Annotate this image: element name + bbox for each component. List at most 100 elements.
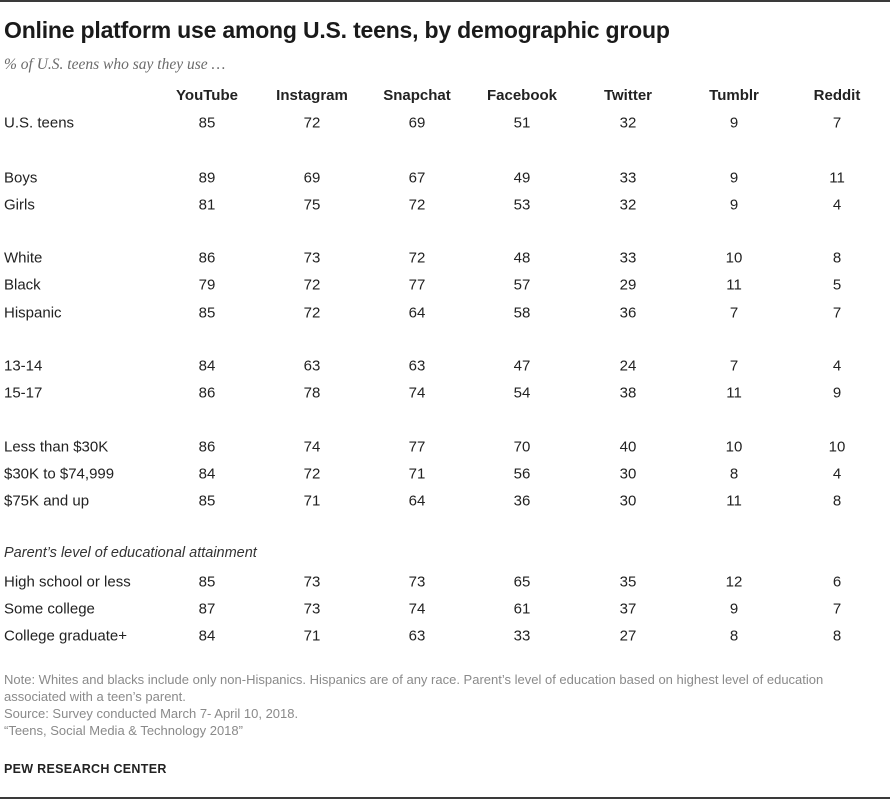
cell-black-snapchat: 77	[408, 276, 426, 294]
row-label-white: White	[4, 249, 43, 267]
cell-less-than-30k-twitter: 40	[619, 438, 637, 456]
cell-u-s-teens-twitter: 32	[619, 114, 637, 132]
cell-college-graduate-snapchat: 63	[408, 627, 426, 645]
cell-less-than-30k-tumblr: 10	[725, 438, 743, 456]
column-header-snapchat: Snapchat	[383, 87, 451, 104]
cell-75k-and-up-facebook: 36	[513, 492, 531, 510]
cell-white-youtube: 86	[198, 249, 216, 267]
cell-boys-facebook: 49	[513, 169, 531, 187]
cell-white-instagram: 73	[303, 249, 321, 267]
cell-girls-facebook: 53	[513, 196, 531, 214]
cell-u-s-teens-reddit: 7	[832, 114, 842, 132]
cell-high-school-or-less-facebook: 65	[513, 573, 531, 591]
source-text: Source: Survey conducted March 7- April …	[4, 706, 299, 721]
cell-white-twitter: 33	[619, 249, 637, 267]
cell-high-school-or-less-tumblr: 12	[725, 573, 743, 591]
cell-boys-youtube: 89	[198, 169, 216, 187]
cell-boys-tumblr: 9	[729, 169, 739, 187]
cell-some-college-facebook: 61	[513, 600, 531, 618]
column-header-facebook: Facebook	[486, 87, 558, 104]
cell-boys-instagram: 69	[303, 169, 321, 187]
cell-some-college-snapchat: 74	[408, 600, 426, 618]
cell-13-14-twitter: 24	[619, 357, 637, 375]
notes-block: Note: Whites and blacks include only non…	[4, 671, 844, 739]
cell-13-14-snapchat: 63	[408, 357, 426, 375]
cell-white-facebook: 48	[513, 249, 531, 267]
cell-some-college-twitter: 37	[619, 600, 637, 618]
cell-hispanic-reddit: 7	[832, 304, 842, 322]
cell-girls-twitter: 32	[619, 196, 637, 214]
cell-high-school-or-less-youtube: 85	[198, 573, 216, 591]
cell-hispanic-youtube: 85	[198, 304, 216, 322]
row-label-15-17: 15-17	[4, 384, 43, 402]
note-text: Note: Whites and blacks include only non…	[4, 672, 824, 704]
cell-u-s-teens-instagram: 72	[303, 114, 321, 132]
cell-girls-tumblr: 9	[729, 196, 739, 214]
cell-30k-to-74-999-snapchat: 71	[408, 465, 426, 483]
cell-u-s-teens-snapchat: 69	[408, 114, 426, 132]
cell-15-17-tumblr: 11	[726, 384, 742, 402]
cell-hispanic-twitter: 36	[619, 304, 637, 322]
cell-75k-and-up-reddit: 8	[832, 492, 842, 510]
cell-black-youtube: 79	[198, 276, 216, 294]
column-header-youtube: YouTube	[176, 87, 238, 104]
cell-black-twitter: 29	[619, 276, 637, 294]
section-label-education: Parent’s level of educational attainment	[4, 545, 257, 561]
column-header-tumblr: Tumblr	[709, 87, 759, 104]
cell-15-17-twitter: 38	[619, 384, 637, 402]
cell-college-graduate-instagram: 71	[303, 627, 321, 645]
cell-college-graduate-youtube: 84	[198, 627, 216, 645]
cell-15-17-snapchat: 74	[408, 384, 426, 402]
row-label-13-14: 13-14	[4, 357, 43, 375]
row-label-some-college: Some college	[4, 600, 95, 618]
row-label-hispanic: Hispanic	[4, 304, 62, 322]
cell-girls-snapchat: 72	[408, 196, 426, 214]
column-header-instagram: Instagram	[276, 87, 348, 104]
cell-some-college-tumblr: 9	[729, 600, 739, 618]
cell-75k-and-up-twitter: 30	[619, 492, 637, 510]
row-label-u-s-teens: U.S. teens	[4, 114, 75, 132]
row-label-black: Black	[4, 276, 41, 294]
cell-30k-to-74-999-instagram: 72	[303, 465, 321, 483]
cell-30k-to-74-999-facebook: 56	[513, 465, 531, 483]
row-label-boys: Boys	[4, 169, 38, 187]
cell-13-14-youtube: 84	[198, 357, 216, 375]
cell-13-14-reddit: 4	[832, 357, 842, 375]
cell-30k-to-74-999-youtube: 84	[198, 465, 216, 483]
row-label-girls: Girls	[4, 196, 35, 214]
cell-15-17-youtube: 86	[198, 384, 216, 402]
report-title-text: “Teens, Social Media & Technology 2018”	[4, 723, 243, 738]
cell-white-snapchat: 72	[408, 249, 426, 267]
cell-boys-snapchat: 67	[408, 169, 426, 187]
cell-hispanic-snapchat: 64	[408, 304, 426, 322]
footer-brand: PEW RESEARCH CENTER	[4, 762, 167, 776]
subtitle: % of U.S. teens who say they use …	[4, 56, 226, 73]
page-title: Online platform use among U.S. teens, by…	[4, 17, 670, 43]
bottom-rule	[0, 797, 890, 799]
cell-less-than-30k-instagram: 74	[303, 438, 321, 456]
cell-black-instagram: 72	[303, 276, 321, 294]
cell-college-graduate-tumblr: 8	[729, 627, 739, 645]
cell-u-s-teens-facebook: 51	[513, 114, 531, 132]
row-label-30k-to-74-999: $30K to $74,999	[4, 465, 115, 483]
cell-75k-and-up-youtube: 85	[198, 492, 216, 510]
cell-boys-twitter: 33	[619, 169, 637, 187]
data-table: YouTube Instagram Snapchat Facebook Twitter T…	[4, 87, 860, 645]
cell-high-school-or-less-instagram: 73	[303, 573, 321, 591]
cell-15-17-reddit: 9	[832, 384, 842, 402]
cell-u-s-teens-tumblr: 9	[729, 114, 739, 132]
cell-black-tumblr: 11	[726, 276, 742, 294]
cell-some-college-instagram: 73	[303, 600, 321, 618]
cell-13-14-tumblr: 7	[729, 357, 739, 375]
cell-boys-reddit: 11	[829, 169, 845, 187]
cell-15-17-instagram: 78	[303, 384, 321, 402]
cell-college-graduate-reddit: 8	[832, 627, 842, 645]
row-label-high-school-or-less: High school or less	[4, 573, 131, 591]
cell-75k-and-up-tumblr: 11	[726, 492, 742, 510]
cell-less-than-30k-youtube: 86	[198, 438, 216, 456]
cell-less-than-30k-reddit: 10	[828, 438, 846, 456]
cell-less-than-30k-facebook: 70	[513, 438, 531, 456]
cell-college-graduate-twitter: 27	[619, 627, 637, 645]
cell-30k-to-74-999-reddit: 4	[832, 465, 842, 483]
cell-black-facebook: 57	[513, 276, 531, 294]
